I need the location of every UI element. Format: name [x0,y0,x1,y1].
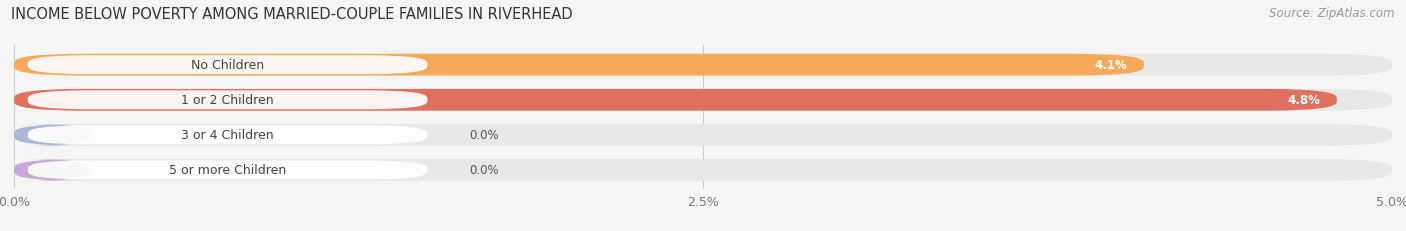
FancyBboxPatch shape [28,161,427,180]
FancyBboxPatch shape [14,125,91,146]
Text: 1 or 2 Children: 1 or 2 Children [181,94,274,107]
FancyBboxPatch shape [28,56,427,75]
FancyBboxPatch shape [14,125,1392,146]
Text: 0.0%: 0.0% [468,164,498,177]
FancyBboxPatch shape [14,90,1392,111]
FancyBboxPatch shape [28,126,427,145]
FancyBboxPatch shape [14,55,1392,76]
Text: INCOME BELOW POVERTY AMONG MARRIED-COUPLE FAMILIES IN RIVERHEAD: INCOME BELOW POVERTY AMONG MARRIED-COUPL… [11,7,572,22]
Text: 4.8%: 4.8% [1288,94,1320,107]
FancyBboxPatch shape [14,55,1144,76]
FancyBboxPatch shape [14,159,1392,181]
FancyBboxPatch shape [28,91,427,110]
Text: 4.1%: 4.1% [1095,59,1128,72]
Text: 5 or more Children: 5 or more Children [169,164,287,177]
Text: No Children: No Children [191,59,264,72]
Text: 0.0%: 0.0% [468,129,498,142]
FancyBboxPatch shape [14,159,91,181]
Text: Source: ZipAtlas.com: Source: ZipAtlas.com [1270,7,1395,20]
Text: 3 or 4 Children: 3 or 4 Children [181,129,274,142]
FancyBboxPatch shape [14,90,1337,111]
